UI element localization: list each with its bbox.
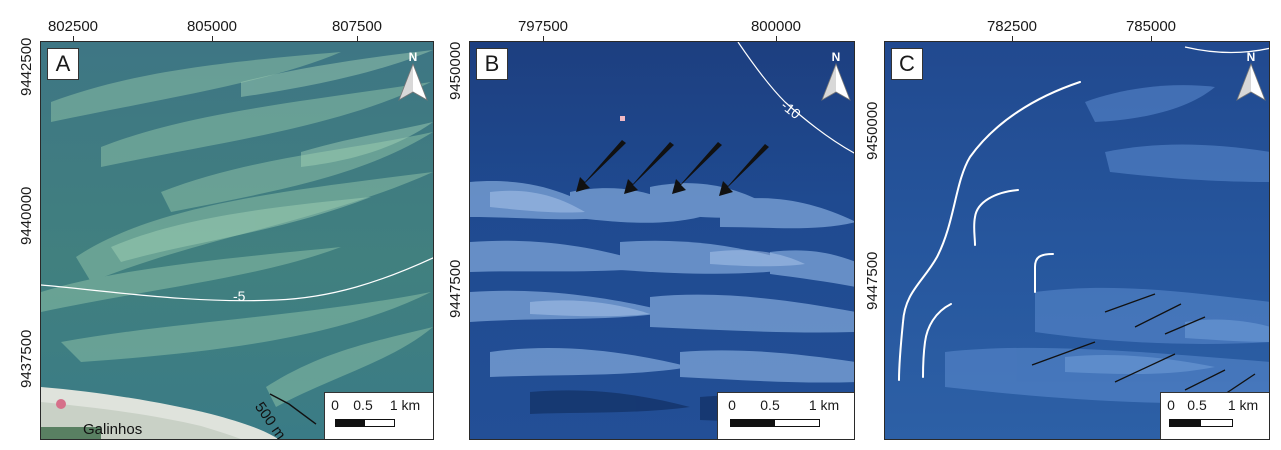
flow-direction-arrow-icon [576, 140, 769, 196]
scale-bar-c: 0 0.5 1 km [1160, 392, 1269, 439]
y-tick-label-a-1: 9440000 [18, 186, 35, 245]
scale-label: 0.5 [353, 397, 373, 413]
satellite-image-b [470, 42, 854, 439]
x-tick-label-a-0: 802500 [47, 18, 99, 35]
scale-label: 1 km [808, 397, 840, 413]
y-tick-label-a-2: 9437500 [18, 329, 35, 388]
scale-label: 0 [728, 397, 736, 413]
north-arrow-icon: N [816, 50, 854, 104]
north-label: N [831, 50, 841, 64]
panel-label-a: A [47, 48, 79, 80]
crest-line-white [898, 81, 1081, 381]
x-tick-mark [1012, 36, 1013, 42]
x-tick-label-b-0: 797500 [517, 18, 569, 35]
scale-label: 0.5 [1187, 397, 1207, 413]
place-label-galinhos: Galinhos [83, 421, 143, 438]
panel-label-b: B [476, 48, 508, 80]
scale-label: 0 [331, 397, 339, 413]
scale-label: 0 [1167, 397, 1175, 413]
y-tick-label-c-0: 9450000 [864, 101, 881, 160]
map-panel-a: -5 500 m Galinhos A N 0 0.5 1 km [40, 41, 434, 440]
x-tick-mark [357, 36, 358, 42]
x-tick-label-a-2: 807500 [331, 18, 383, 35]
north-arrow-icon: N [393, 50, 433, 104]
x-tick-mark [1151, 36, 1152, 42]
map-panel-c: C N 0 0.5 1 km [884, 41, 1270, 440]
x-tick-mark [212, 36, 213, 42]
crest-line-black [1031, 293, 1256, 395]
satellite-image-c [885, 42, 1269, 439]
y-tick-label-b-0: 9450000 [447, 41, 464, 100]
x-tick-mark [776, 36, 777, 42]
scale-label: 1 km [1227, 397, 1259, 413]
y-tick-label-b-1: 9447500 [447, 259, 464, 318]
bathymetric-contour-b [737, 42, 854, 154]
panel-label-c: C [891, 48, 923, 80]
satellite-image-a [41, 42, 433, 439]
y-tick-label-a-0: 9442500 [18, 37, 35, 96]
map-panel-b: -10 B N 0 0.5 1 km [469, 41, 855, 440]
north-label: N [408, 50, 418, 64]
north-arrow-icon: N [1231, 50, 1269, 104]
scale-bar-a: 0 0.5 1 km [324, 392, 433, 439]
x-tick-mark [73, 36, 74, 42]
x-tick-mark [543, 36, 544, 42]
pink-marker [620, 116, 625, 121]
settlement-marker [56, 399, 66, 409]
north-label: N [1246, 50, 1256, 64]
contour-label-a: -5 [233, 288, 246, 304]
scale-bar-b: 0 0.5 1 km [717, 392, 854, 439]
bathymetric-contour-a [41, 257, 433, 302]
scale-label: 1 km [389, 397, 421, 413]
x-tick-label-c-0: 782500 [986, 18, 1038, 35]
x-tick-label-b-1: 800000 [750, 18, 802, 35]
x-tick-label-a-1: 805000 [186, 18, 238, 35]
y-tick-label-c-1: 9447500 [864, 251, 881, 310]
distance-line [269, 393, 317, 425]
x-tick-label-c-1: 785000 [1125, 18, 1177, 35]
scale-label: 0.5 [760, 397, 780, 413]
